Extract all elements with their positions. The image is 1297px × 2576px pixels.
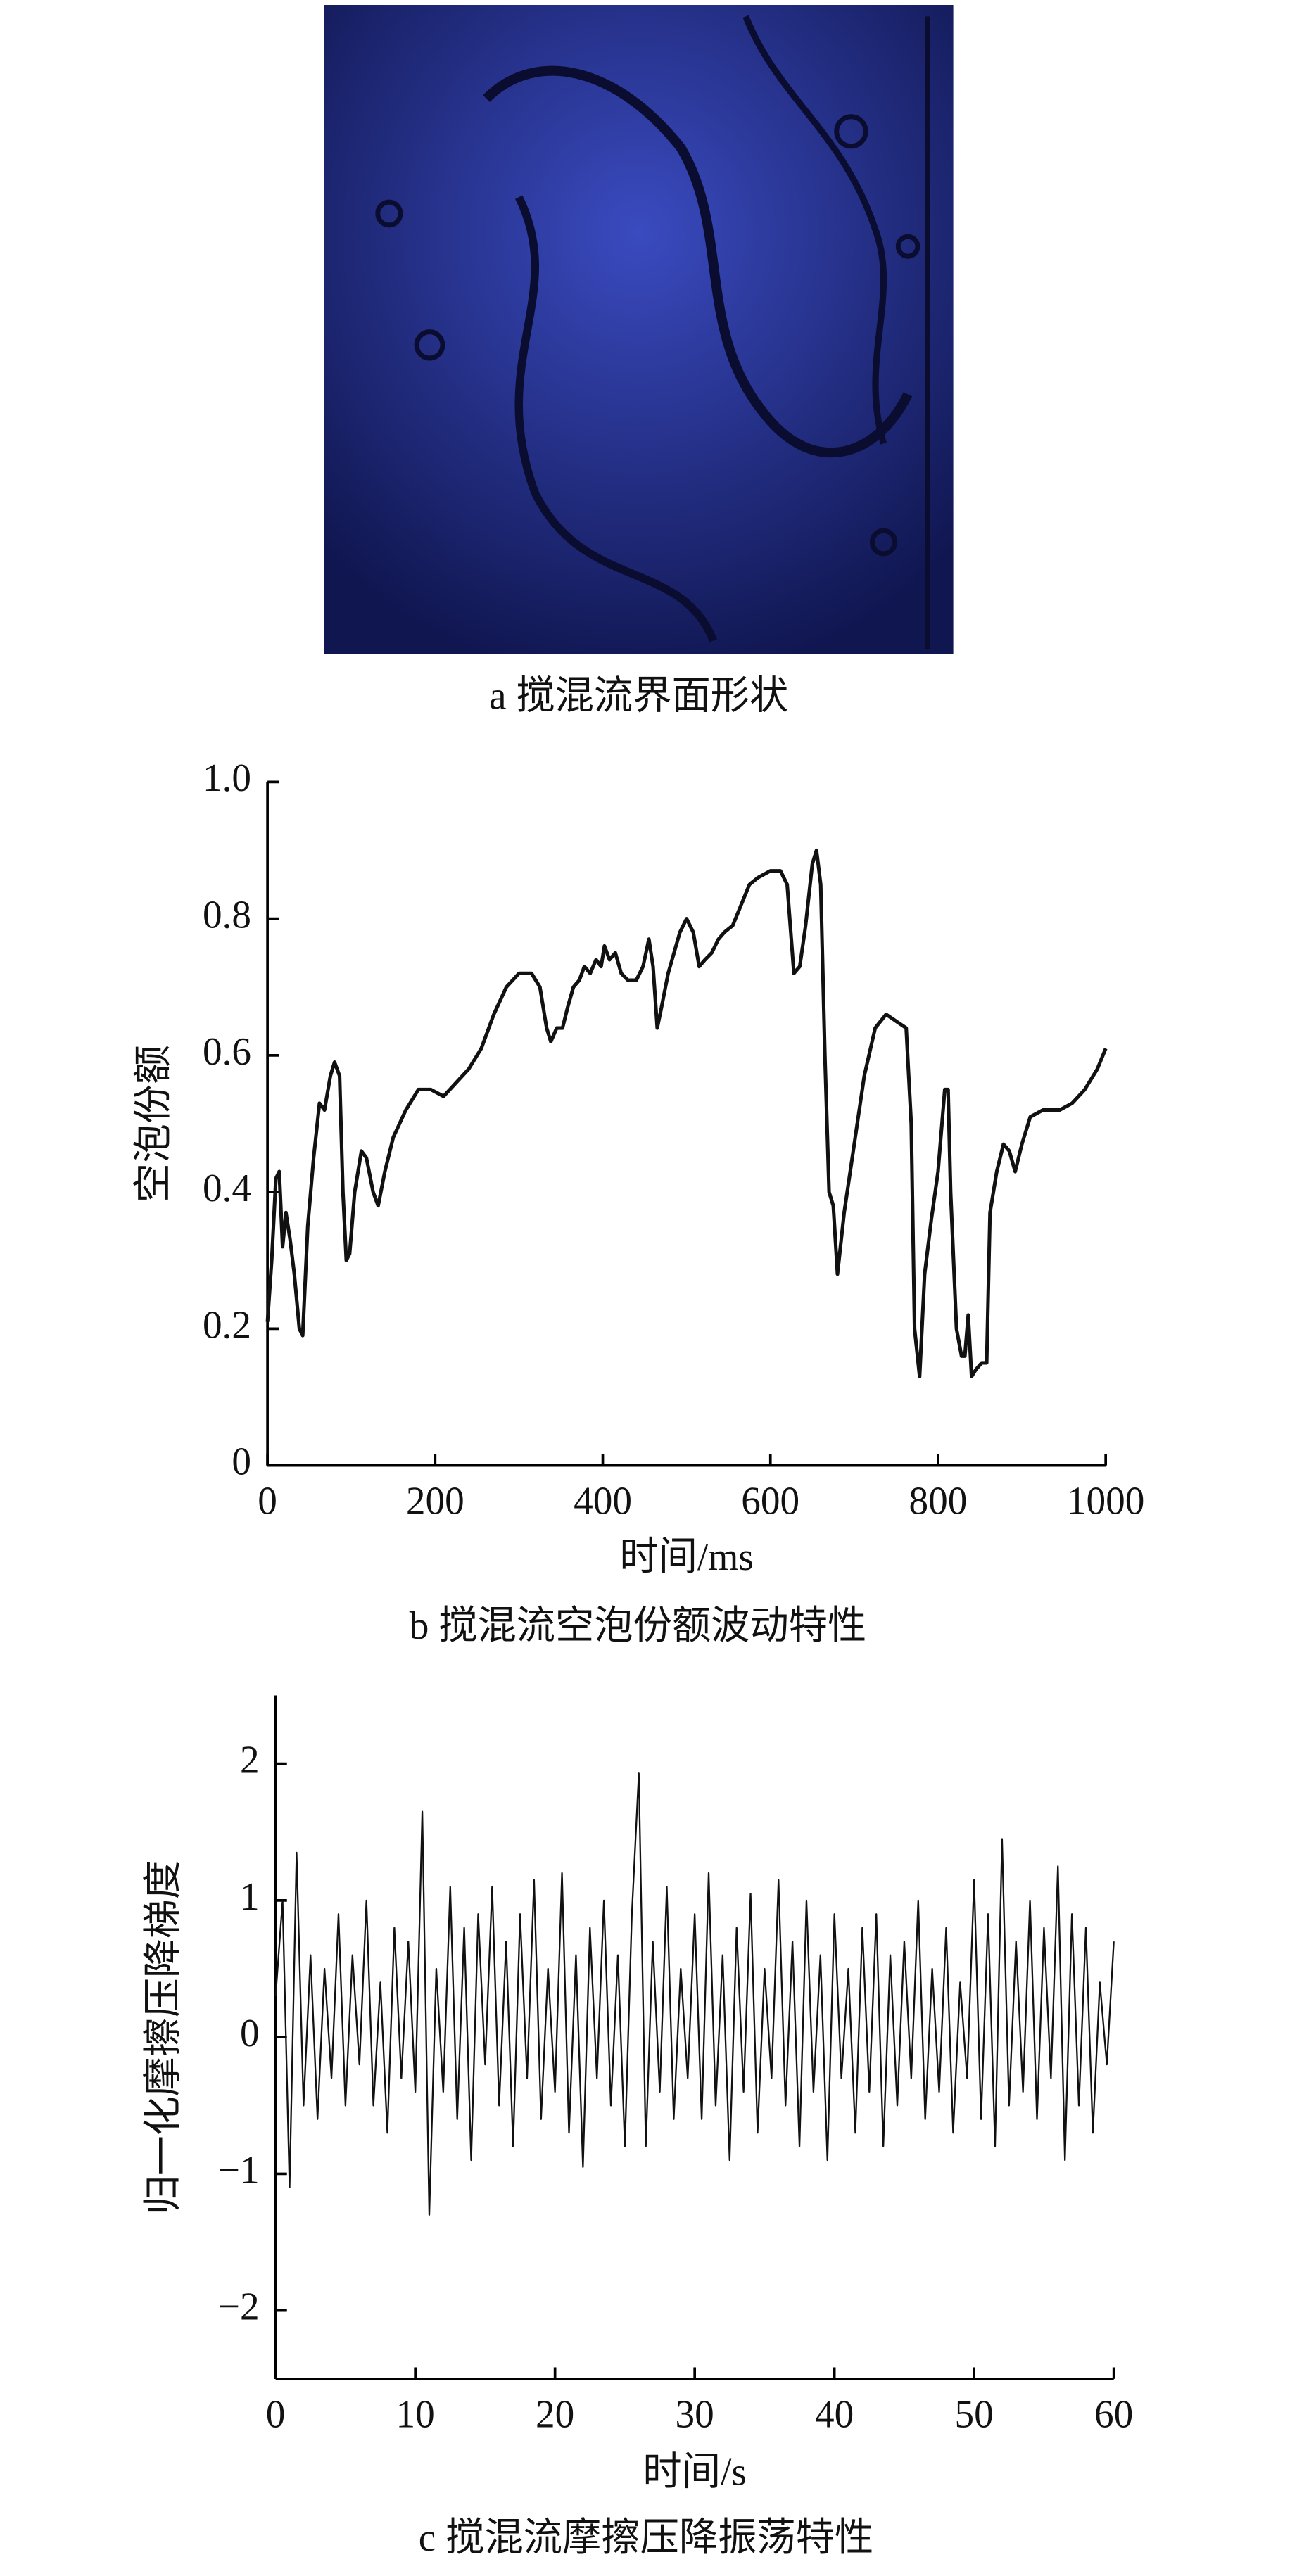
data-line <box>274 1772 1115 2216</box>
x-axis-label: 时间/ms <box>619 1535 753 1579</box>
x-tick-label: 50 <box>955 2392 994 2436</box>
x-tick-label: 0 <box>266 2392 286 2436</box>
y-tick-label: 1 <box>240 1874 260 1918</box>
y-tick-label: 0.2 <box>203 1303 251 1347</box>
x-tick-label: 30 <box>676 2392 714 2436</box>
data-line <box>265 848 1108 1378</box>
x-tick-label: 0 <box>258 1479 277 1523</box>
x-axis-label: 时间/s <box>643 2450 746 2494</box>
x-tick-label: 40 <box>815 2392 854 2436</box>
x-tick-label: 1000 <box>1067 1479 1145 1523</box>
y-tick-label: 0 <box>240 2012 260 2055</box>
y-tick-label: 0.6 <box>203 1029 251 1073</box>
y-tick-label: −2 <box>218 2285 260 2328</box>
image-caption: a 搅混流界面形状 <box>489 674 788 718</box>
y-axis-label: 空泡份额 <box>132 1045 175 1203</box>
y-tick-label: 2 <box>240 1738 260 1782</box>
x-tick-label: 10 <box>396 2392 435 2436</box>
x-tick-label: 600 <box>741 1479 799 1523</box>
x-tick-label: 800 <box>909 1479 967 1523</box>
x-tick-label: 400 <box>574 1479 632 1523</box>
y-axis-label: 归一化摩擦压降梯度 <box>141 1860 185 2214</box>
y-tick-label: 0.4 <box>203 1167 251 1210</box>
x-tick-label: 200 <box>406 1479 464 1523</box>
y-tick-label: 0.8 <box>203 893 251 937</box>
x-tick-label: 60 <box>1094 2392 1133 2436</box>
chart-caption: b 搅混流空泡份额波动特性 <box>410 1604 867 1648</box>
chart-caption: c 搅混流摩擦压降振荡特性 <box>419 2516 873 2560</box>
y-tick-label: −1 <box>218 2148 260 2192</box>
y-tick-label: 1.0 <box>203 756 251 800</box>
x-tick-label: 20 <box>536 2392 574 2436</box>
y-tick-label: 0 <box>232 1440 251 1483</box>
photo <box>324 5 954 654</box>
